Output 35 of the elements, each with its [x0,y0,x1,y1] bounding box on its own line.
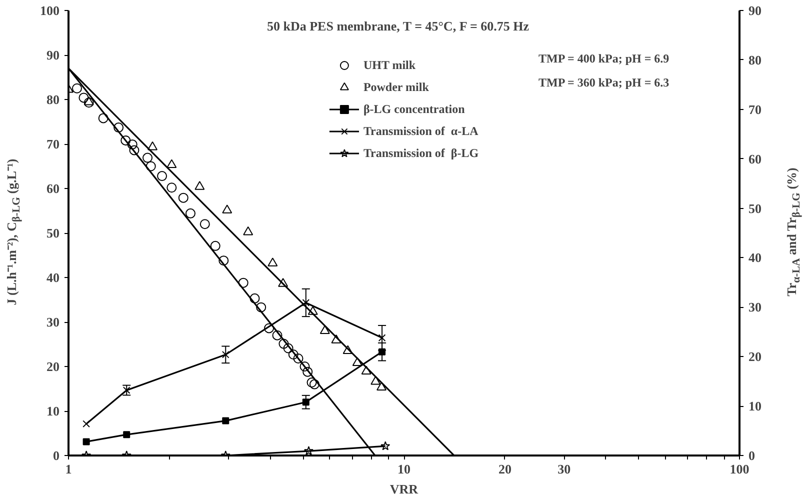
y2-tick-label: 20 [748,349,762,364]
y2-tick-label: 80 [748,52,762,68]
y-tick-label: 30 [46,314,60,330]
y2-tick-label: 70 [748,102,762,117]
y-tick-label: 70 [46,136,60,152]
y2-tick-label: 40 [748,250,762,266]
x-tick-label: 10 [398,462,410,476]
y-tick-label: 0 [53,448,60,463]
y-tick-label: 50 [46,226,60,240]
text: 50 kDa PES membrane, T = 45°C, F = 60.75 Hz [266,18,530,34]
y-tick-label: 10 [46,404,60,418]
y-tick-label: 100 [40,3,60,18]
x-tick-label: 1 [65,462,72,476]
legend-label: β-LG concentration [363,102,465,116]
annotation: TMP = 360 kPa; pH = 6.3 [538,76,670,90]
y2-tick-label: 60 [748,151,762,166]
legend-label: Transmission of α-LA [363,124,478,138]
x-axis-title: VRR [390,482,419,496]
y2-tick-label: 50 [748,200,762,216]
x-tick-label: 20 [498,462,512,476]
y2-tick-label: 10 [748,398,762,414]
y2-tick-label: 90 [748,3,762,18]
y-tick-label: 60 [46,181,60,196]
y-tick-label: 80 [46,92,60,107]
annotation: TMP = 400 kPa; pH = 6.9 [538,52,670,66]
y2-tick-label: 30 [748,300,762,315]
legend-label: UHT milk [363,58,416,72]
x-tick-label: 30 [558,462,571,476]
y-tick-label: 40 [46,270,60,285]
legend-label: Transmission of β-LG [363,146,479,160]
y2-tick-label: 0 [748,448,755,463]
legend-label: Powder milk [363,80,429,94]
y-tick-label: 20 [46,359,60,374]
y-tick-label: 90 [46,48,60,62]
x-tick-label: 100 [730,462,750,476]
